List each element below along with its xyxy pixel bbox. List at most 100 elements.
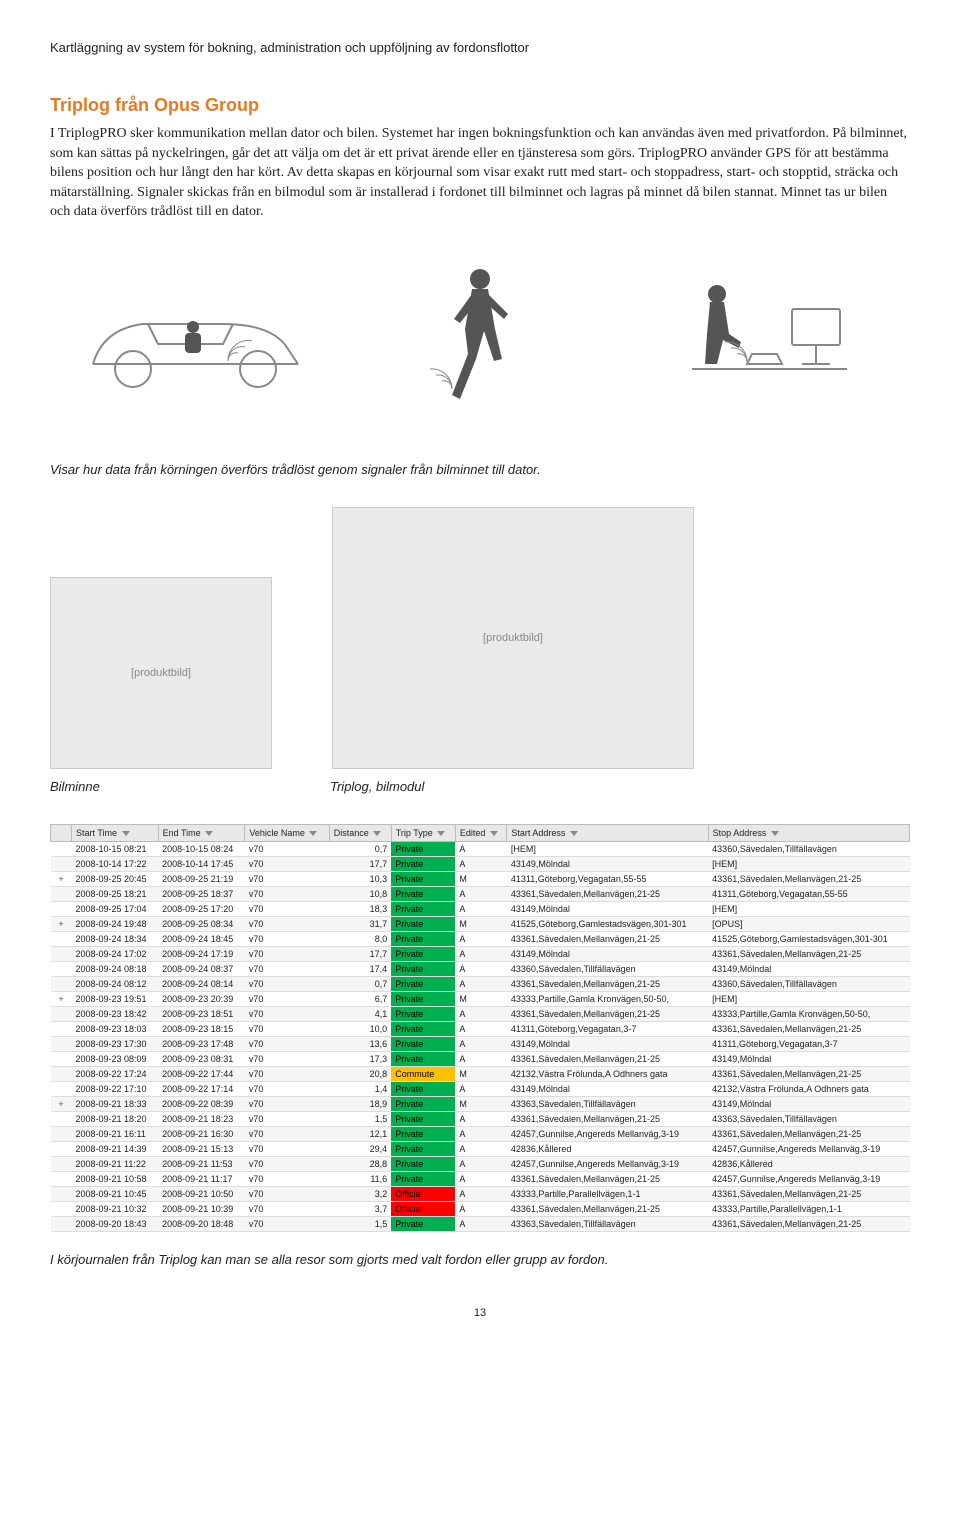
- table-row[interactable]: 2008-09-24 08:122008-09-24 08:14v700,7Pr…: [51, 976, 910, 991]
- table-row[interactable]: 2008-09-22 17:242008-09-22 17:44v7020,8C…: [51, 1066, 910, 1081]
- bilminne-photo: [produktbild]: [50, 577, 272, 769]
- column-header[interactable]: Edited: [455, 824, 507, 841]
- table-row[interactable]: 2008-09-23 17:302008-09-23 17:48v7013,6P…: [51, 1036, 910, 1051]
- table-cell: A: [455, 841, 507, 856]
- table-cell: [51, 1111, 72, 1126]
- table-row[interactable]: 2008-09-21 11:222008-09-21 11:53v7028,8P…: [51, 1156, 910, 1171]
- table-row[interactable]: 2008-09-21 10:452008-09-21 10:50v703,2Of…: [51, 1186, 910, 1201]
- table-cell: 2008-09-23 18:15: [158, 1021, 245, 1036]
- table-cell: 41311,Göteborg,Vegagatan,3-7: [708, 1036, 909, 1051]
- table-row[interactable]: 2008-09-23 18:032008-09-23 18:15v7010,0P…: [51, 1021, 910, 1036]
- table-cell: 43360,Sävedalen,Tillfällavägen: [507, 961, 708, 976]
- table-cell: v70: [245, 886, 329, 901]
- table-row[interactable]: 2008-09-23 08:092008-09-23 08:31v7017,3P…: [51, 1051, 910, 1066]
- table-row[interactable]: 2008-09-24 18:342008-09-24 18:45v708,0Pr…: [51, 931, 910, 946]
- table-row[interactable]: 2008-09-21 10:582008-09-21 11:17v7011,6P…: [51, 1171, 910, 1186]
- table-cell: A: [455, 901, 507, 916]
- table-cell: v70: [245, 961, 329, 976]
- table-cell: 10,3: [329, 871, 391, 886]
- table-cell: 43333,Partille,Gamla Kronvägen,50-50,: [708, 1006, 909, 1021]
- table-cell: 2008-09-24 18:45: [158, 931, 245, 946]
- column-header[interactable]: Start Address: [507, 824, 708, 841]
- table-cell: 43361,Sävedalen,Mellanvägen,21-25: [708, 1186, 909, 1201]
- table-row[interactable]: 2008-09-25 17:042008-09-25 17:20v7018,3P…: [51, 901, 910, 916]
- table-cell: 2008-09-21 10:50: [158, 1186, 245, 1201]
- page-number: 13: [50, 1307, 910, 1319]
- section-title: Triplog från Opus Group: [50, 95, 910, 116]
- table-cell: Private: [391, 1096, 455, 1111]
- table-cell: v70: [245, 946, 329, 961]
- table-cell: +: [51, 916, 72, 931]
- table-row[interactable]: +2008-09-24 19:482008-09-25 08:34v7031,7…: [51, 916, 910, 931]
- table-row[interactable]: 2008-09-24 08:182008-09-24 08:37v7017,4P…: [51, 961, 910, 976]
- table-row[interactable]: 2008-10-14 17:222008-10-14 17:45v7017,7P…: [51, 856, 910, 871]
- table-cell: +: [51, 871, 72, 886]
- table-row[interactable]: 2008-10-15 08:212008-10-15 08:24v700,7Pr…: [51, 841, 910, 856]
- table-cell: 2008-09-21 18:23: [158, 1111, 245, 1126]
- table-cell: 2008-09-23 17:30: [72, 1036, 159, 1051]
- filter-icon[interactable]: [490, 831, 498, 836]
- table-row[interactable]: 2008-09-21 10:322008-09-21 10:39v703,7Of…: [51, 1201, 910, 1216]
- table-cell: 43361,Sävedalen,Mellanvägen,21-25: [708, 1216, 909, 1231]
- table-cell: 13,6: [329, 1036, 391, 1051]
- column-header[interactable]: [51, 824, 72, 841]
- column-header[interactable]: Distance: [329, 824, 391, 841]
- table-cell: [51, 1186, 72, 1201]
- table-cell: 2008-09-23 18:51: [158, 1006, 245, 1021]
- table-cell: v70: [245, 916, 329, 931]
- table-row[interactable]: 2008-09-21 18:202008-09-21 18:23v701,5Pr…: [51, 1111, 910, 1126]
- column-header[interactable]: Trip Type: [391, 824, 455, 841]
- table-cell: Private: [391, 946, 455, 961]
- table-cell: 43361,Sävedalen,Mellanvägen,21-25: [708, 946, 909, 961]
- table-cell: 2008-09-25 18:21: [72, 886, 159, 901]
- table-row[interactable]: 2008-09-24 17:022008-09-24 17:19v7017,7P…: [51, 946, 910, 961]
- table-cell: Private: [391, 991, 455, 1006]
- filter-icon[interactable]: [570, 831, 578, 836]
- table-cell: A: [455, 1216, 507, 1231]
- table-cell: A: [455, 1186, 507, 1201]
- table-cell: 2008-09-23 17:48: [158, 1036, 245, 1051]
- table-cell: [51, 931, 72, 946]
- table-cell: 2008-09-21 18:33: [72, 1096, 159, 1111]
- table-cell: 41311,Göteborg,Vegagatan,3-7: [507, 1021, 708, 1036]
- table-cell: v70: [245, 1201, 329, 1216]
- table-cell: [HEM]: [708, 991, 909, 1006]
- table-cell: Private: [391, 1021, 455, 1036]
- table-row[interactable]: +2008-09-23 19:512008-09-23 20:39v706,7P…: [51, 991, 910, 1006]
- filter-icon[interactable]: [437, 831, 445, 836]
- table-cell: [51, 1006, 72, 1021]
- table-row[interactable]: 2008-09-21 16:112008-09-21 16:30v7012,1P…: [51, 1126, 910, 1141]
- table-cell: 43149,Mölndal: [708, 1096, 909, 1111]
- filter-icon[interactable]: [205, 831, 213, 836]
- filter-icon[interactable]: [373, 831, 381, 836]
- table-row[interactable]: +2008-09-21 18:332008-09-22 08:39v7018,9…: [51, 1096, 910, 1111]
- table-row[interactable]: 2008-09-21 14:392008-09-21 15:13v7029,4P…: [51, 1141, 910, 1156]
- table-row[interactable]: 2008-09-23 18:422008-09-23 18:51v704,1Pr…: [51, 1006, 910, 1021]
- table-cell: 41311,Göteborg,Vegagatan,55-55: [507, 871, 708, 886]
- diagram-caption: Visar hur data från körningen överförs t…: [50, 462, 910, 477]
- table-cell: [51, 1201, 72, 1216]
- table-cell: A: [455, 1021, 507, 1036]
- product-photos: [produktbild] [produktbild]: [50, 507, 910, 769]
- filter-icon[interactable]: [771, 831, 779, 836]
- table-cell: Private: [391, 1141, 455, 1156]
- table-cell: 43361,Sävedalen,Mellanvägen,21-25: [708, 1021, 909, 1036]
- table-row[interactable]: 2008-09-22 17:102008-09-22 17:14v701,4Pr…: [51, 1081, 910, 1096]
- table-cell: Private: [391, 961, 455, 976]
- filter-icon[interactable]: [309, 831, 317, 836]
- page-header: Kartläggning av system för bokning, admi…: [50, 40, 910, 55]
- table-row[interactable]: +2008-09-25 20:452008-09-25 21:19v7010,3…: [51, 871, 910, 886]
- table-cell: v70: [245, 1036, 329, 1051]
- table-cell: [51, 1156, 72, 1171]
- table-row[interactable]: 2008-09-20 18:432008-09-20 18:48v701,5Pr…: [51, 1216, 910, 1231]
- column-header[interactable]: End Time: [158, 824, 245, 841]
- filter-icon[interactable]: [122, 831, 130, 836]
- table-row[interactable]: 2008-09-25 18:212008-09-25 18:37v7010,8P…: [51, 886, 910, 901]
- column-header[interactable]: Stop Address: [708, 824, 909, 841]
- column-header[interactable]: Start Time: [72, 824, 159, 841]
- table-cell: Private: [391, 1006, 455, 1021]
- table-cell: 20,8: [329, 1066, 391, 1081]
- table-cell: 17,4: [329, 961, 391, 976]
- column-header[interactable]: Vehicle Name: [245, 824, 329, 841]
- table-cell: 43361,Sävedalen,Mellanvägen,21-25: [507, 1006, 708, 1021]
